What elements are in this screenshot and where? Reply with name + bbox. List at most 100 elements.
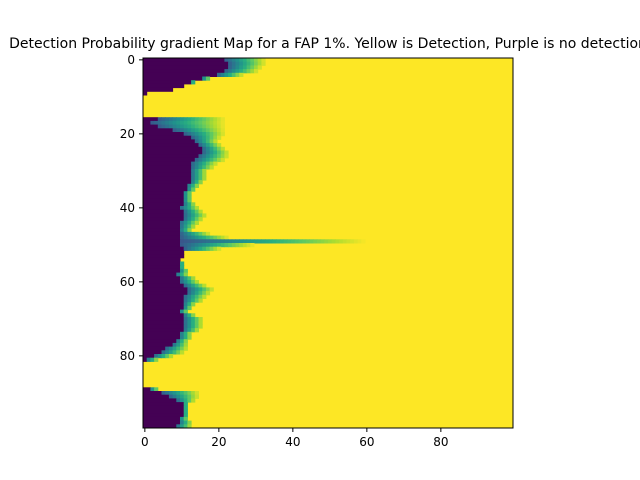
heatmap-cell-gradient (202, 176, 207, 181)
heatmap-cell-gradient (202, 157, 207, 163)
heatmap-cell-gradient (261, 58, 266, 63)
heatmap-cell-gradient (187, 243, 192, 248)
heatmap-cell-gradient (165, 120, 170, 126)
heatmap-cell-gradient (254, 239, 259, 244)
heatmap-cell-gradient (161, 354, 166, 359)
heatmap-cell-gradient (180, 117, 185, 122)
heatmap-cell-no-detection (143, 135, 192, 140)
heatmap-cell-gradient (165, 354, 170, 359)
heatmap-cell-gradient (187, 220, 192, 225)
heatmap-cell-gradient (202, 161, 207, 166)
heatmap-cell-gradient (194, 220, 199, 225)
heatmap-cell-gradient (202, 213, 207, 218)
heatmap-cell-no-detection (143, 354, 155, 359)
heatmap-cell-no-detection (143, 413, 185, 418)
heatmap-plot-area (143, 58, 513, 428)
heatmap-cell-gradient (191, 206, 196, 211)
heatmap-cell-no-detection (143, 283, 185, 288)
heatmap-cell-gradient (180, 424, 185, 428)
heatmap-cell-gradient (194, 183, 199, 188)
heatmap-cell-gradient (168, 117, 174, 122)
heatmap-cell-gradient (191, 161, 196, 166)
heatmap-cell-gradient (191, 235, 196, 240)
heatmap-cell-gradient (191, 187, 196, 192)
heatmap-cell-gradient (191, 391, 196, 396)
heatmap-cell-gradient (231, 61, 236, 66)
heatmap-cell-gradient (213, 161, 218, 166)
heatmap-cell-gradient (194, 235, 199, 240)
heatmap-cell-gradient (242, 243, 248, 248)
heatmap-cell-gradient (235, 58, 240, 63)
heatmap-cell-gradient (194, 172, 199, 177)
heatmap-cell-no-detection (143, 191, 185, 196)
heatmap-cell-no-detection (143, 132, 185, 137)
heatmap-cell-gradient (187, 202, 192, 207)
heatmap-cell-gradient (209, 128, 214, 133)
heatmap-cell-no-detection (143, 187, 188, 192)
heatmap-cell-gradient (205, 120, 211, 126)
heatmap-cell-gradient (239, 65, 244, 70)
heatmap-cell-gradient (168, 120, 174, 126)
heatmap-cell-gradient (217, 239, 222, 244)
heatmap-cell-gradient (209, 146, 214, 151)
heatmap-cell-no-detection (143, 176, 192, 181)
heatmap-cell-no-detection (143, 213, 185, 218)
heatmap-cell-gradient (183, 117, 188, 122)
heatmap-cell-gradient (231, 239, 236, 244)
heatmap-cell-gradient (346, 239, 351, 244)
heatmap-cell-no-detection (143, 339, 177, 344)
heatmap-cell-gradient (168, 394, 174, 399)
heatmap-cell-gradient (172, 391, 177, 396)
heatmap-cell-gradient (217, 150, 222, 155)
heatmap-cell-no-detection (143, 246, 185, 251)
heatmap-cell-gradient (191, 132, 196, 137)
heatmap-cell-gradient (302, 239, 307, 244)
heatmap-cell-gradient (183, 294, 188, 299)
heatmap-cell-gradient (187, 198, 192, 203)
heatmap-cell-gradient (213, 239, 218, 244)
heatmap-cell-gradient (198, 180, 203, 185)
heatmap-cell-no-detection (143, 165, 192, 170)
heatmap-cell-gradient (176, 272, 181, 277)
heatmap-cell-gradient (217, 120, 222, 126)
heatmap-cell-no-detection (143, 180, 192, 185)
heatmap-cell-gradient (194, 391, 199, 396)
y-tick-label: 80 (120, 349, 135, 363)
heatmap-cell-gradient (220, 154, 225, 159)
heatmap-cell-gradient (183, 239, 188, 244)
heatmap-cell-no-detection (143, 83, 185, 89)
heatmap-cell-gradient (361, 239, 366, 244)
heatmap-cell-gradient (183, 202, 188, 207)
heatmap-cell-gradient (187, 191, 192, 196)
heatmap-cell-gradient (198, 143, 203, 148)
heatmap-cell-gradient (205, 117, 211, 122)
heatmap-cell-gradient (183, 313, 188, 318)
heatmap-cell-gradient (183, 409, 188, 414)
heatmap-cell-gradient (180, 350, 185, 355)
heatmap-cell-gradient (353, 239, 359, 244)
heatmap-cell-no-detection (143, 420, 181, 425)
heatmap-cell-gradient (235, 243, 240, 248)
heatmap-cell-gradient (209, 246, 214, 251)
heatmap-cell-gradient (187, 231, 192, 237)
heatmap-cell-gradient (250, 61, 255, 66)
heatmap-cell-gradient (220, 128, 225, 133)
heatmap-cell-gradient (187, 324, 192, 329)
heatmap-cell-gradient (239, 72, 244, 77)
heatmap-cell-no-detection (143, 124, 159, 129)
heatmap-cell-gradient (202, 120, 207, 126)
heatmap-cell-gradient (198, 294, 203, 299)
heatmap-cell-gradient (194, 157, 199, 163)
heatmap-cell-gradient (254, 61, 259, 66)
heatmap-cell-gradient (180, 120, 185, 126)
heatmap-cell-gradient (172, 342, 177, 348)
heatmap-cell-gradient (324, 239, 329, 244)
heatmap-cell-gradient (183, 302, 188, 307)
heatmap-cell-gradient (194, 135, 199, 140)
heatmap-cell-gradient (191, 209, 196, 214)
heatmap-cell-gradient (194, 283, 199, 288)
heatmap-cell-gradient (194, 176, 199, 181)
heatmap-cell-gradient (187, 280, 192, 285)
heatmap-cell-gradient (272, 239, 277, 244)
